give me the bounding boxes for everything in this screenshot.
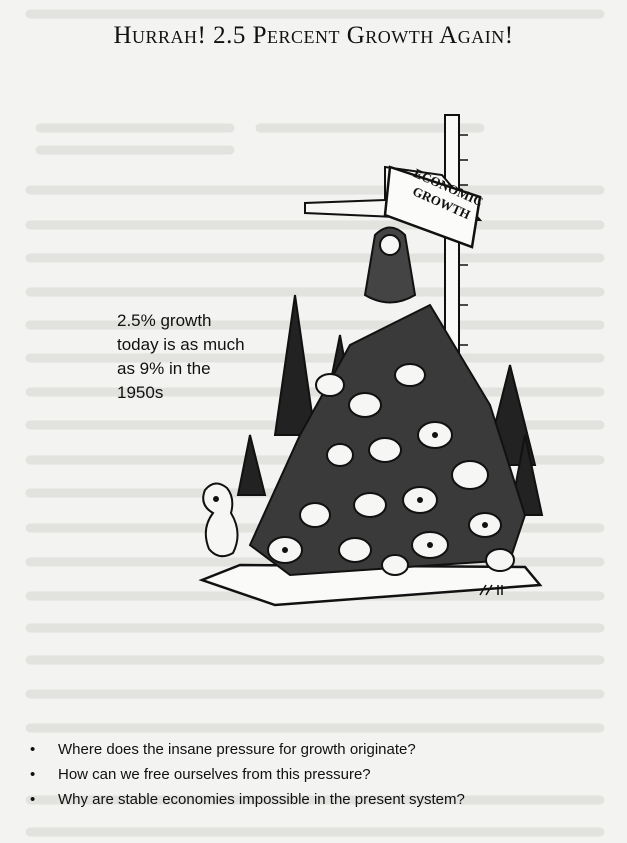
page: Hurrah! 2.5 Percent Growth Again! [0,0,627,843]
question: How can we free ourselves from this pres… [30,762,465,787]
question: Where does the insane pressure for growt… [30,737,465,762]
title: Hurrah! 2.5 Percent Growth Again! [0,22,627,50]
question-list: Where does the insane pressure for growt… [30,737,465,812]
cartoon-caption: 2.5% growth today is as much as 9% in th… [117,309,249,405]
scanned-page: Hurrah! 2.5 Percent Growth Again! [0,0,627,843]
question: Why are stable economies impossible in t… [30,787,465,812]
